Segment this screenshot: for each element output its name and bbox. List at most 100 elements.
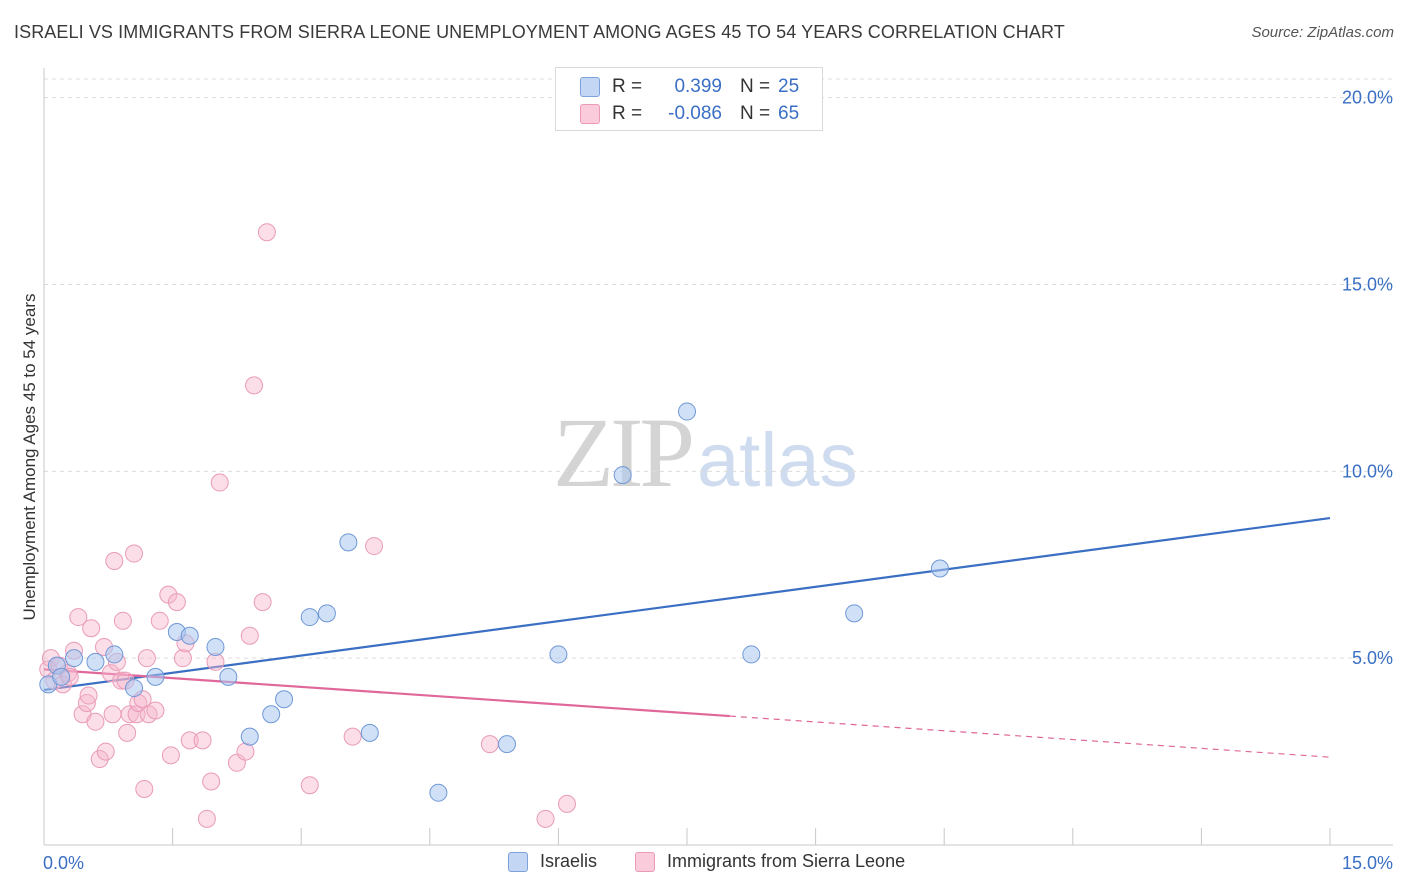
watermark: ZIPatlas (553, 395, 858, 510)
legend-swatch-pink (580, 104, 600, 124)
n-value: 25 (778, 76, 800, 97)
point-sierra-leone (240, 626, 259, 645)
point-sierra-leone (137, 649, 156, 668)
point-sierra-leone (96, 742, 115, 761)
point-israelis (930, 559, 949, 578)
point-sierra-leone (536, 809, 555, 828)
point-israelis (613, 466, 632, 485)
legend-row-sierra-leone: R = -0.086 N = 65 (580, 100, 799, 128)
watermark-zip: ZIP (553, 397, 695, 508)
point-israelis (549, 645, 568, 664)
point-israelis (339, 533, 358, 552)
point-israelis (240, 727, 259, 746)
watermark-atlas: atlas (697, 418, 858, 503)
y-tick-label: 10.0% (1342, 461, 1393, 481)
point-sierra-leone (210, 473, 229, 492)
point-israelis (146, 667, 165, 686)
point-israelis (125, 679, 144, 698)
point-sierra-leone (101, 664, 120, 683)
series-legend: Israelis Immigrants from Sierra Leone (0, 851, 1406, 879)
legend-swatch-pink (635, 851, 655, 872)
point-sierra-leone (180, 731, 199, 750)
correlation-legend: R = 0.399 N = 25 R = -0.086 N = 65 (555, 67, 823, 131)
point-sierra-leone (77, 694, 96, 713)
point-sierra-leone (197, 809, 216, 828)
point-sierra-leone (90, 750, 109, 769)
point-sierra-leone (105, 552, 124, 571)
point-sierra-leone (146, 701, 165, 720)
point-sierra-leone (118, 723, 137, 742)
point-israelis (317, 604, 336, 623)
legend-row-israelis: R = 0.399 N = 25 (580, 73, 799, 101)
trendline-israelis (43, 516, 1331, 692)
point-israelis (219, 667, 238, 686)
point-sierra-leone (86, 712, 105, 731)
y-tick-label: 5.0% (1352, 648, 1393, 668)
y-tick-label: 15.0% (1342, 275, 1393, 295)
point-israelis (52, 667, 71, 686)
legend-swatch-blue (508, 851, 528, 872)
point-israelis (360, 723, 379, 742)
point-sierra-leone (343, 727, 362, 746)
point-sierra-leone (103, 705, 122, 724)
r-value: -0.086 (668, 103, 722, 124)
point-sierra-leone (150, 611, 169, 630)
point-israelis (206, 637, 225, 656)
point-israelis (262, 705, 281, 724)
n-value: 65 (778, 103, 800, 124)
r-label: R = (612, 76, 643, 97)
r-label: R = (612, 103, 643, 124)
point-sierra-leone (113, 611, 132, 630)
point-sierra-leone (193, 731, 212, 750)
legend-item-israelis[interactable]: Israelis (508, 851, 597, 872)
x-tick-label: 0.0% (43, 853, 84, 873)
source-label: Source: ZipAtlas.com (1251, 24, 1394, 41)
y-axis-title: Unemployment Among Ages 45 to 54 years (20, 293, 39, 621)
point-israelis (275, 690, 294, 709)
point-sierra-leone (300, 776, 319, 795)
n-label: N = (740, 76, 771, 97)
point-israelis (742, 645, 761, 664)
point-sierra-leone (480, 735, 499, 754)
point-israelis (65, 649, 84, 668)
point-israelis (86, 652, 105, 671)
y-tick-label: 20.0% (1342, 88, 1393, 108)
point-sierra-leone (161, 746, 180, 765)
legend-swatch-blue (580, 77, 600, 97)
point-israelis (497, 735, 516, 754)
legend-label-sierra-leone: Immigrants from Sierra Leone (667, 851, 906, 871)
point-israelis (180, 626, 199, 645)
trendline-sierra-leone-extension (729, 715, 1331, 758)
point-sierra-leone (135, 779, 154, 798)
point-sierra-leone (202, 772, 221, 791)
point-sierra-leone (79, 686, 98, 705)
legend-item-sierra-leone[interactable]: Immigrants from Sierra Leone (635, 851, 905, 872)
point-sierra-leone (557, 794, 576, 813)
point-sierra-leone (245, 376, 264, 395)
data-points (39, 223, 949, 828)
gridlines (44, 78, 1393, 659)
point-sierra-leone (125, 544, 144, 563)
point-sierra-leone (173, 649, 192, 668)
point-sierra-leone (82, 619, 101, 638)
point-sierra-leone (236, 742, 255, 761)
legend-label-israelis: Israelis (540, 851, 598, 871)
r-value: 0.399 (674, 76, 722, 97)
axes (43, 68, 1393, 846)
tick-labels: 5.0% 10.0% 15.0% 20.0% 0.0% 15.0% (43, 88, 1393, 873)
point-sierra-leone (167, 593, 186, 612)
point-sierra-leone (257, 223, 276, 242)
point-israelis (429, 783, 448, 802)
point-sierra-leone (69, 608, 88, 627)
point-israelis (845, 604, 864, 623)
point-israelis (300, 608, 319, 627)
point-israelis (678, 402, 696, 421)
trendlines (43, 516, 1331, 758)
point-sierra-leone (253, 593, 272, 612)
point-israelis (105, 645, 124, 664)
n-label: N = (740, 103, 771, 124)
chart-title: ISRAELI VS IMMIGRANTS FROM SIERRA LEONE … (14, 22, 1065, 42)
point-sierra-leone (365, 537, 384, 556)
x-tick-label: 15.0% (1342, 853, 1393, 873)
